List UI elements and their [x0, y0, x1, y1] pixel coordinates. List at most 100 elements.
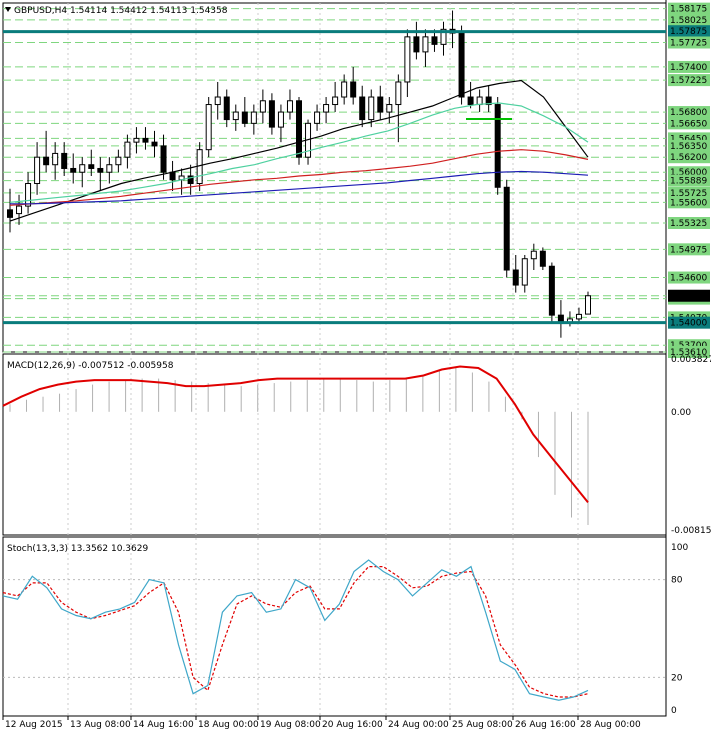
time-label: 25 Aug 08:00: [452, 720, 513, 730]
candle-body: [43, 156, 50, 166]
macd-title: MACD(12,26,9) -0.007512 -0.005958: [7, 361, 174, 371]
price-label: 1.56000: [670, 168, 707, 178]
candle-body: [467, 96, 474, 106]
grid-price-tag: [668, 151, 710, 164]
grid-price-tag: [668, 186, 710, 199]
candle-body: [512, 269, 519, 286]
candle-body: [296, 100, 302, 158]
price-label: 1.55889: [670, 177, 707, 187]
candle-body: [431, 36, 438, 45]
grid-price-tag: [668, 243, 710, 256]
candle-body: [142, 137, 149, 143]
price-label: 1.58025: [670, 16, 707, 26]
grid-price-tag: [668, 196, 710, 209]
candle-body: [34, 156, 41, 185]
time-label: 12 Aug 2015: [5, 720, 63, 730]
main-price-panel: [2, 2, 667, 353]
candle-body: [268, 100, 275, 128]
candle-body: [530, 250, 537, 260]
grid-price-tag: [668, 217, 710, 230]
candle-body: [277, 111, 284, 128]
candle-body: [422, 36, 429, 53]
moving-average-line: [9, 149, 589, 206]
price-label: 1.57725: [670, 38, 707, 48]
price-label: 1.58175: [670, 5, 707, 15]
candle-body: [575, 313, 582, 320]
moving-average-line: [10, 170, 589, 205]
grid-price-tag: [668, 117, 710, 130]
price-label: 1.53610: [670, 348, 707, 358]
candle-body: [332, 96, 339, 106]
grid-price-tag: [668, 36, 710, 49]
time-label: 20 Aug 16:00: [322, 720, 383, 730]
candle-body: [214, 96, 221, 106]
time-label: 13 Aug 08:00: [70, 720, 131, 730]
candle-body: [25, 183, 32, 207]
current-price-label: 1.54358: [670, 292, 707, 302]
moving-average-line: [9, 79, 589, 222]
price-label: 1.56800: [670, 108, 707, 118]
candle-body: [70, 167, 77, 173]
stochastic-panel: [2, 536, 667, 717]
grid-price-tag: [668, 60, 710, 73]
macd-panel: [2, 353, 667, 536]
candle-body: [476, 96, 483, 106]
level-price-label: 1.57875: [670, 27, 707, 37]
candle-body: [241, 111, 248, 124]
candle-body: [341, 81, 348, 98]
time-label: 26 Aug 16:00: [515, 720, 576, 730]
candle-body: [377, 96, 384, 113]
price-label: 1.55725: [670, 189, 707, 199]
price-label: 1.56200: [670, 153, 707, 163]
candle-body: [223, 96, 230, 121]
candle-body: [440, 28, 447, 45]
candle-body: [259, 100, 266, 113]
price-label: 1.56650: [670, 119, 707, 129]
stoch-axis-label: 0: [671, 706, 677, 716]
macd-axis-label: 0.003827: [671, 355, 711, 365]
candle-body: [106, 164, 113, 173]
level-price-tag: [668, 316, 710, 329]
candle-body: [115, 156, 122, 166]
time-label: 14 Aug 16:00: [133, 720, 194, 730]
grid-price-tag: [668, 2, 710, 15]
candle-body: [79, 164, 86, 173]
grid-price-tag: [668, 139, 710, 152]
candle-body: [386, 104, 393, 113]
candle-body: [160, 145, 167, 173]
candle-body: [169, 171, 176, 181]
price-label: 1.54975: [670, 245, 707, 255]
grid-price-tag: [668, 346, 710, 358]
candle-body: [7, 209, 13, 218]
candle-body: [124, 141, 131, 158]
price-label: 1.56450: [670, 134, 707, 144]
moving-average-line: [9, 102, 589, 203]
price-label: 1.55325: [670, 219, 707, 229]
candle-body: [413, 36, 420, 53]
macd-axis-label: -0.008159: [671, 526, 711, 536]
price-label: 1.55600: [670, 198, 707, 208]
candle-body: [494, 104, 501, 188]
candle-body: [151, 141, 158, 147]
candle-body: [395, 81, 402, 106]
candle-body: [187, 175, 194, 185]
price-label: 1.57400: [670, 63, 707, 73]
grid-price-tag: [668, 13, 710, 26]
candle-body: [539, 250, 546, 267]
title-marker: [5, 7, 11, 12]
candle-body: [16, 205, 23, 215]
stoch-axis-label: 20: [671, 673, 683, 683]
candle-body: [232, 111, 239, 121]
candle-body: [404, 36, 411, 83]
stoch-axis-label: 100: [671, 543, 688, 553]
time-label: 18 Aug 00:00: [198, 720, 259, 730]
time-label: 24 Aug 00:00: [388, 720, 449, 730]
grid-price-tag: [668, 74, 710, 87]
candle-body: [52, 152, 59, 166]
candle-body: [88, 164, 95, 169]
macd-axis-label: 0.00: [671, 408, 691, 418]
candle-body: [250, 111, 257, 124]
price-label: 1.56350: [670, 142, 707, 152]
stoch-signal-line: [2, 566, 589, 698]
